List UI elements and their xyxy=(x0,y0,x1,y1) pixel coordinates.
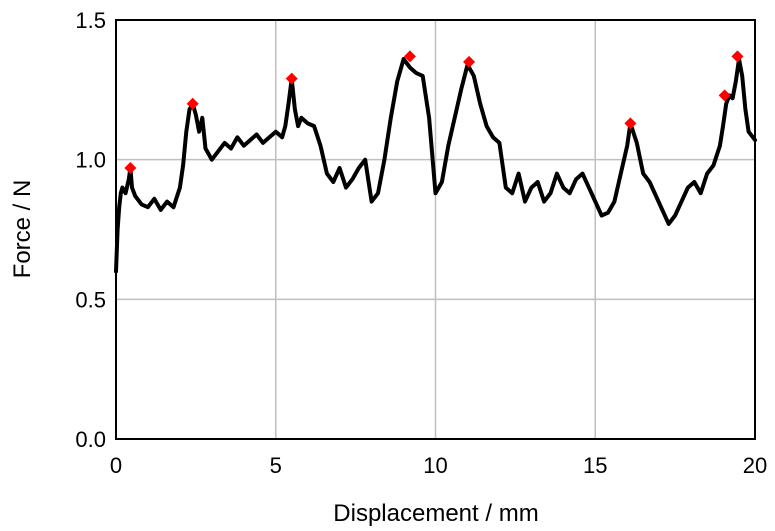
grid-lines xyxy=(116,20,755,439)
y-axis-title: Force / N xyxy=(9,180,36,279)
x-axis-title: Displacement / mm xyxy=(333,500,538,527)
peak-marker xyxy=(463,55,476,68)
y-tick-label: 1.5 xyxy=(75,8,106,33)
peak-marker xyxy=(186,97,199,110)
x-tick-label: 0 xyxy=(110,453,122,478)
y-tick-label: 0.5 xyxy=(75,287,106,312)
x-tick-label: 15 xyxy=(583,453,607,478)
peak-markers xyxy=(124,50,744,175)
peak-marker xyxy=(285,72,298,85)
x-tick-label: 20 xyxy=(743,453,767,478)
plot-area-border xyxy=(115,19,756,440)
peak-marker xyxy=(624,117,637,130)
y-tick-label: 0.0 xyxy=(75,427,106,452)
x-tick-label: 5 xyxy=(270,453,282,478)
peak-marker xyxy=(124,162,137,175)
tick-labels: 0 5 10 15 20 0.0 0.5 1.0 1.5 xyxy=(75,8,767,478)
x-tick-label: 10 xyxy=(423,453,447,478)
y-tick-label: 1.0 xyxy=(75,148,106,173)
peak-marker xyxy=(403,50,416,63)
peak-marker xyxy=(718,89,731,102)
peak-marker xyxy=(731,50,744,63)
